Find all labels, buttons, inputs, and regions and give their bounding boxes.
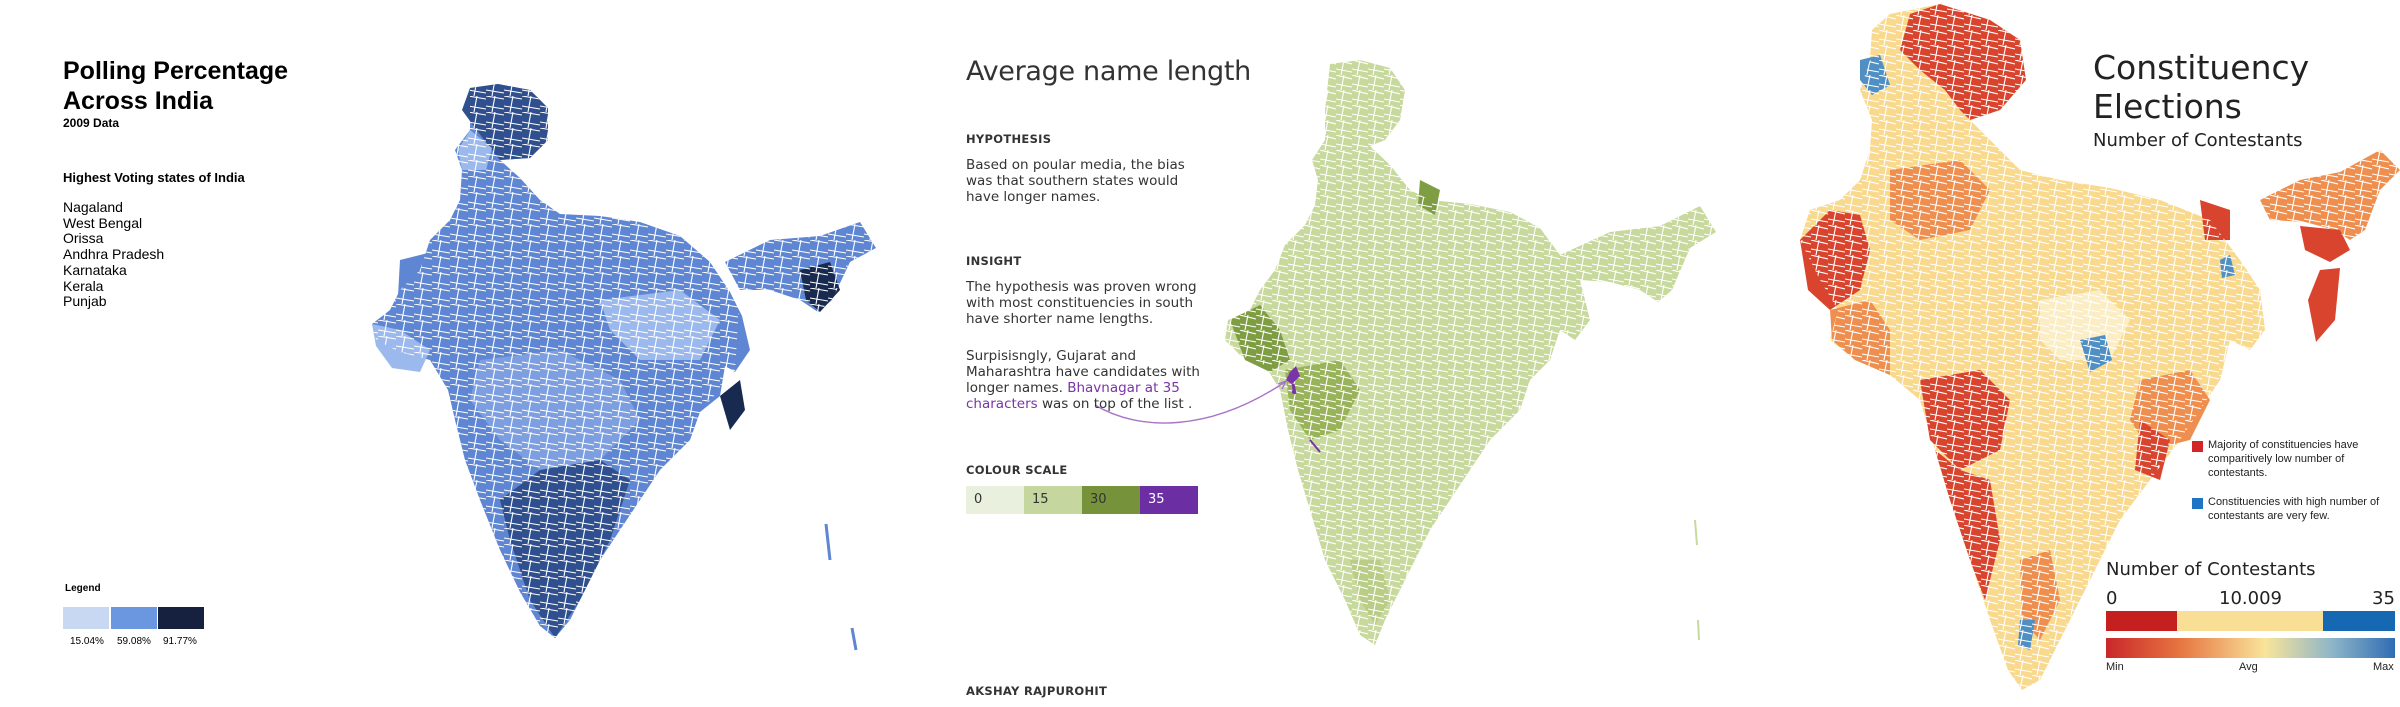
insight-detail: Surpisisngly, Gujarat and Maharashtra ha… xyxy=(966,348,1206,412)
legend-label-mid: 59.08% xyxy=(117,636,151,647)
legend-bar-high xyxy=(2323,611,2395,631)
hypothesis-heading: HYPOTHESIS xyxy=(966,132,1052,146)
list-item: West Bengal xyxy=(63,214,143,231)
page-title: Constituency Elections xyxy=(2093,48,2310,126)
hypothesis-text: Based on poular media, the bias was that… xyxy=(966,157,1185,205)
legend-mid-value: 10.009 xyxy=(2219,588,2282,609)
legend-swatch-high xyxy=(158,607,204,629)
polling-percentage-panel: Polling Percentage Across India 2009 Dat… xyxy=(0,0,920,707)
legend-label-high: 91.77% xyxy=(163,636,197,647)
list-item: Karnataka xyxy=(63,261,127,278)
name-length-map xyxy=(1094,60,1716,645)
legend-title: Legend xyxy=(65,583,101,594)
insight-text: The hypothesis was proven wrong with mos… xyxy=(966,279,1197,327)
scale-avg-label: Avg xyxy=(2239,661,2258,673)
list-item: Punjab xyxy=(63,293,107,310)
legend-max-value: 35 xyxy=(2372,588,2395,609)
list-item: Orissa xyxy=(63,230,104,247)
page-title: Average name length xyxy=(966,56,1251,87)
page-title: Polling Percentage Across India xyxy=(63,57,289,115)
insight-text-3: was on top of the list . xyxy=(1041,396,1193,412)
contestants-map xyxy=(1800,4,2400,690)
note-marker-high xyxy=(2192,498,2203,509)
colour-scale-step-15: 15 xyxy=(1024,486,1082,514)
states-list: Nagaland West Bengal Orissa Andhra Prade… xyxy=(63,199,165,310)
legend-min-value: 0 xyxy=(2106,588,2118,609)
scale-min-label: Min xyxy=(2106,661,2124,673)
legend-bar-low xyxy=(2106,611,2177,631)
highlight-text: Bhavnagar at 35 characters xyxy=(966,380,1180,412)
page-subtitle: Number of Contestants xyxy=(2093,130,2303,151)
insight-text-2: Surpisisngly, Gujarat and Maharashtra ha… xyxy=(966,348,1200,396)
list-item: Nagaland xyxy=(63,199,123,215)
author-name: AKSHAY RAJPUROHIT xyxy=(966,684,1108,698)
legend-title: Number of Contestants xyxy=(2106,559,2316,580)
scale-max-label: Max xyxy=(2373,661,2394,673)
legend-swatch-low xyxy=(63,607,109,629)
list-item: Kerala xyxy=(63,277,104,294)
colour-scale-step-0: 0 xyxy=(966,486,1024,514)
states-list-title: Highest Voting states of India xyxy=(63,170,245,185)
legend-label-low: 15.04% xyxy=(70,636,104,647)
legend-gradient xyxy=(2106,638,2395,658)
page-subtitle: 2009 Data xyxy=(63,116,120,130)
contestants-panel: Constituency Elections Number of Contest… xyxy=(1760,0,2400,707)
name-length-panel: Average name length HYPOTHESIS Based on … xyxy=(920,0,1760,707)
colour-scale-step-30: 30 xyxy=(1082,486,1140,514)
polling-map xyxy=(372,84,876,651)
note-high-contestants: Constituencies with high number of conte… xyxy=(2208,496,2380,522)
note-marker-low xyxy=(2192,441,2203,452)
colour-scale-heading: COLOUR SCALE xyxy=(966,463,1068,477)
note-low-contestants: Majority of constituencies have comparit… xyxy=(2208,439,2359,479)
colour-scale-step-35: 35 xyxy=(1140,486,1198,514)
list-item: Andhra Pradesh xyxy=(63,246,165,263)
insight-heading: INSIGHT xyxy=(966,254,1022,268)
legend-bar-mid xyxy=(2177,611,2323,631)
legend-swatch-mid xyxy=(111,607,157,629)
